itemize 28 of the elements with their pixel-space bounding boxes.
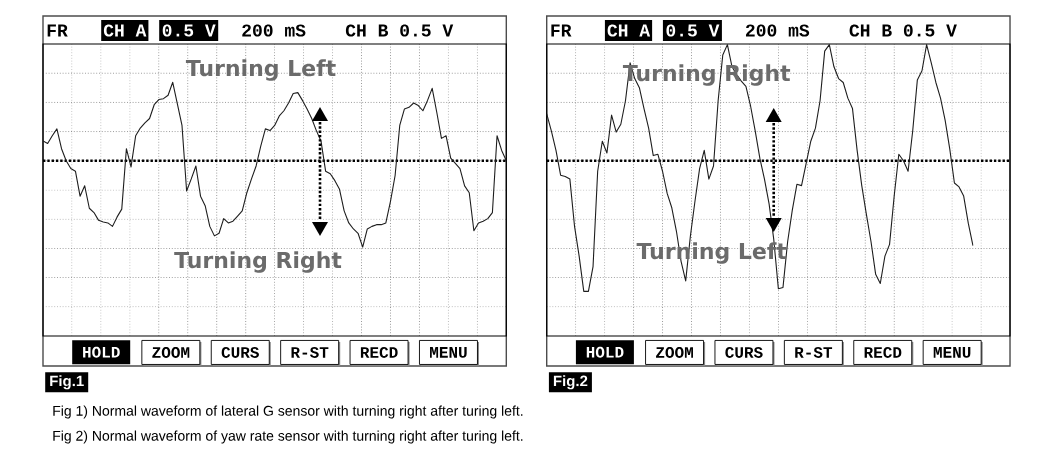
text: 0.5 V [162,24,216,37]
text: Turning Left [185,59,336,81]
text: 0.5 V [666,24,720,37]
text: 200 mS [242,24,306,37]
text: CURS [221,347,259,358]
text: CURS [725,347,763,358]
text: CH A [103,24,147,37]
text: Fig.2 [553,375,588,390]
text: ZOOM [152,347,190,358]
text: CH B 0.5 V [849,24,957,37]
text: MENU [933,347,971,358]
text: RECD [864,347,902,358]
text: HOLD [586,346,624,358]
text: HOLD [83,346,120,358]
text: ZOOM [656,347,693,358]
text: MENU [430,347,467,358]
text: CH A [607,24,651,37]
text: 200 mS [745,24,810,37]
text: R-ST [795,347,833,358]
text: RECD [360,347,398,358]
text: R-ST [291,347,329,358]
text: FR [551,24,572,37]
caption: Fig 2) Normal waveform of yaw rate sensor with turning right after turing left. [53,430,523,444]
caption: Fig 1) Normal waveform of lateral G sensor with turning right after turing left. [53,405,523,419]
text: FR [47,24,68,37]
text: CH B 0.5 V [345,24,454,37]
text: Turning Right [174,251,342,273]
text: Fig.1 [50,375,84,390]
